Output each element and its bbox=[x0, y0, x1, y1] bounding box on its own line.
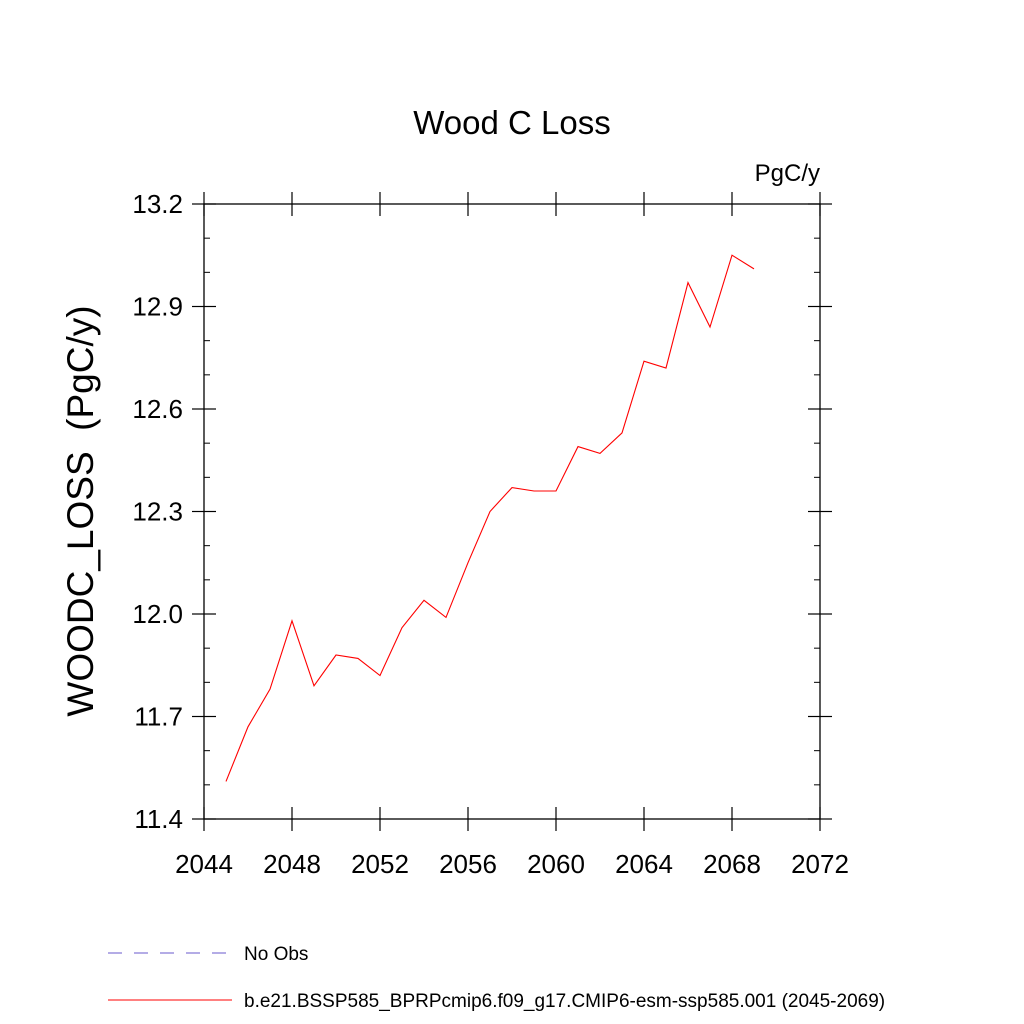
x-tick-label: 2056 bbox=[439, 849, 497, 879]
y-tick-label: 11.4 bbox=[134, 804, 183, 834]
y-tick-label: 12.9 bbox=[132, 292, 183, 322]
plot-frame bbox=[203, 203, 821, 820]
x-tick-label: 2072 bbox=[791, 849, 849, 879]
series-line bbox=[225, 254, 755, 782]
plot-area: 2044 2048 2052 2056 2060 2064 2068 2072 11.4 11.7… bbox=[132, 189, 849, 879]
legend: No Obs b.e21.BSSP585_BPRPcmip6.f09_g17.CM… bbox=[108, 944, 885, 1012]
x-tick-label: 2064 bbox=[615, 849, 673, 879]
legend-entry: No Obs bbox=[244, 944, 308, 965]
x-tick-label: 2068 bbox=[703, 849, 761, 879]
y-tick-label: 12.0 bbox=[132, 599, 183, 629]
axis-ticks bbox=[192, 192, 832, 831]
y-tick-label: 11.7 bbox=[134, 702, 183, 732]
x-tick-label: 2060 bbox=[527, 849, 585, 879]
y-tick-label: 12.6 bbox=[132, 394, 183, 424]
x-tick-label: 2052 bbox=[351, 849, 409, 879]
units-label: PgC/y bbox=[755, 160, 820, 187]
chart-title: Wood C Loss bbox=[413, 104, 610, 141]
x-tick-label: 2048 bbox=[263, 849, 321, 879]
x-tick-label: 2044 bbox=[175, 849, 233, 879]
legend-entry: b.e21.BSSP585_BPRPcmip6.f09_g17.CMIP6-es… bbox=[244, 991, 885, 1012]
y-tick-label: 13.2 bbox=[132, 189, 183, 219]
y-axis-label: WOODC_LOSS (PgC/y) bbox=[60, 305, 101, 716]
y-tick-label: 12.3 bbox=[132, 497, 183, 527]
series-lines bbox=[225, 254, 755, 782]
axis-tick-labels: 2044 2048 2052 2056 2060 2064 2068 2072 11.4 11.7… bbox=[132, 189, 849, 879]
